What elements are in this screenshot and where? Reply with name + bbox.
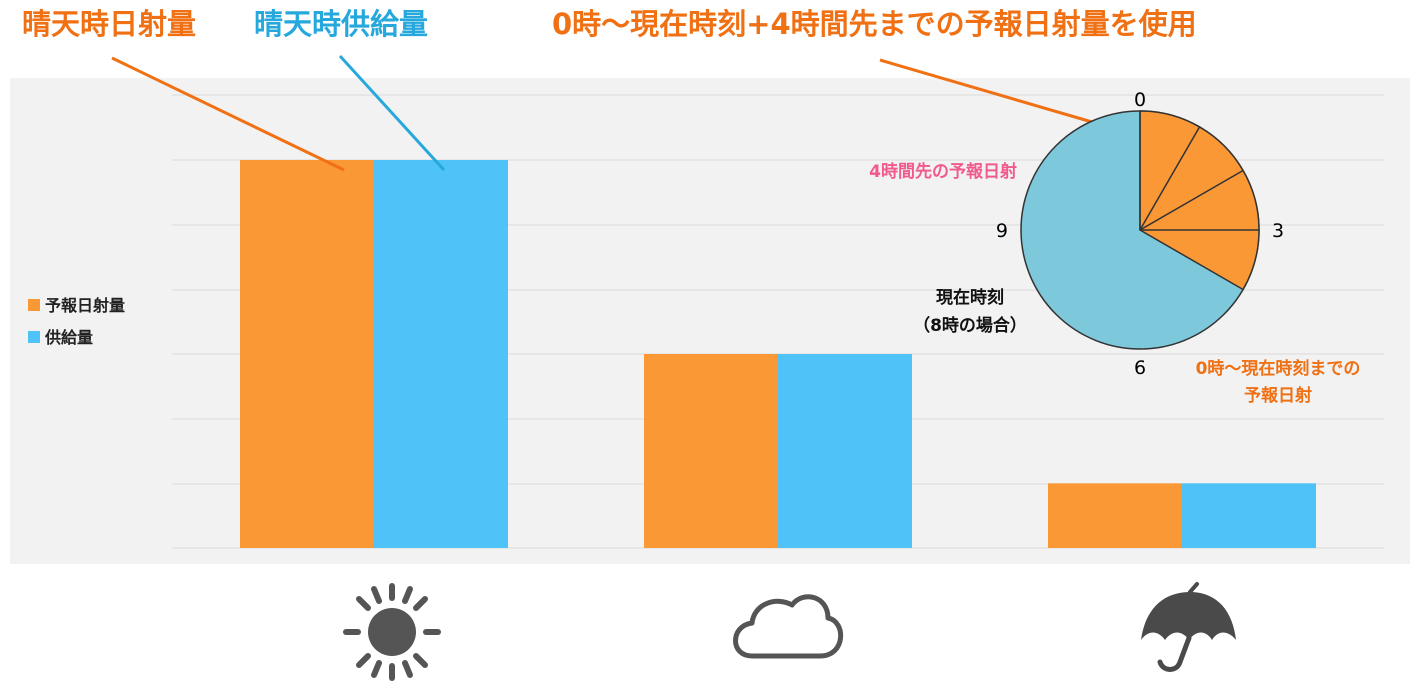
pie-forecast-sector bbox=[1139, 110, 1260, 291]
cloud-icon bbox=[733, 594, 844, 659]
pie-note-current-time-2: （8時の場合） bbox=[913, 315, 1027, 336]
pie-note-current-time-1: 現在時刻 bbox=[936, 287, 1004, 308]
callout-line-forecast-usage bbox=[879, 58, 1093, 124]
umbrella-icon bbox=[1141, 582, 1236, 672]
legend-swatch-forecast bbox=[28, 299, 40, 311]
clock-label-9: 9 bbox=[996, 220, 1008, 242]
bar-forecast-2 bbox=[1048, 483, 1182, 548]
legend-label-supply: 供給量 bbox=[44, 328, 93, 347]
sun-icon bbox=[343, 583, 441, 681]
pie-note-past-forecast-1: 0時〜現在時刻までの bbox=[1196, 358, 1361, 379]
bar-supply-2 bbox=[1182, 483, 1316, 548]
pie-hour-divider-1 bbox=[1139, 169, 1244, 231]
pie-hour-divider-0 bbox=[1139, 126, 1201, 231]
callout-line-clear-supply bbox=[338, 54, 446, 172]
callout-forecast-usage: 0時〜現在時刻+4時間先までの予報日射量を使用 bbox=[552, 7, 1197, 41]
bar-supply-1 bbox=[778, 354, 912, 548]
bar-forecast-1 bbox=[644, 354, 778, 548]
pie-note-4h-forecast: 4時間先の予報日射 bbox=[869, 161, 1017, 182]
bar-forecast-0 bbox=[240, 160, 374, 548]
legend-label-forecast: 予報日射量 bbox=[45, 296, 125, 315]
bar-supply-0 bbox=[374, 160, 508, 548]
clock-label-0: 0 bbox=[1134, 89, 1146, 111]
forecast-clock-pie bbox=[1020, 110, 1260, 350]
legend: 予報日射量 供給量 bbox=[28, 296, 125, 347]
bars bbox=[240, 160, 1316, 548]
clock-label-6: 6 bbox=[1134, 357, 1146, 379]
callout-clear-radiation: 晴天時日射量 bbox=[22, 7, 196, 41]
clock-label-3: 3 bbox=[1272, 220, 1284, 242]
legend-swatch-supply bbox=[28, 331, 40, 343]
callout-line-clear-radiation bbox=[111, 56, 345, 172]
callout-clear-supply: 晴天時供給量 bbox=[254, 7, 428, 41]
pie-note-past-forecast-2: 予報日射 bbox=[1244, 385, 1312, 406]
